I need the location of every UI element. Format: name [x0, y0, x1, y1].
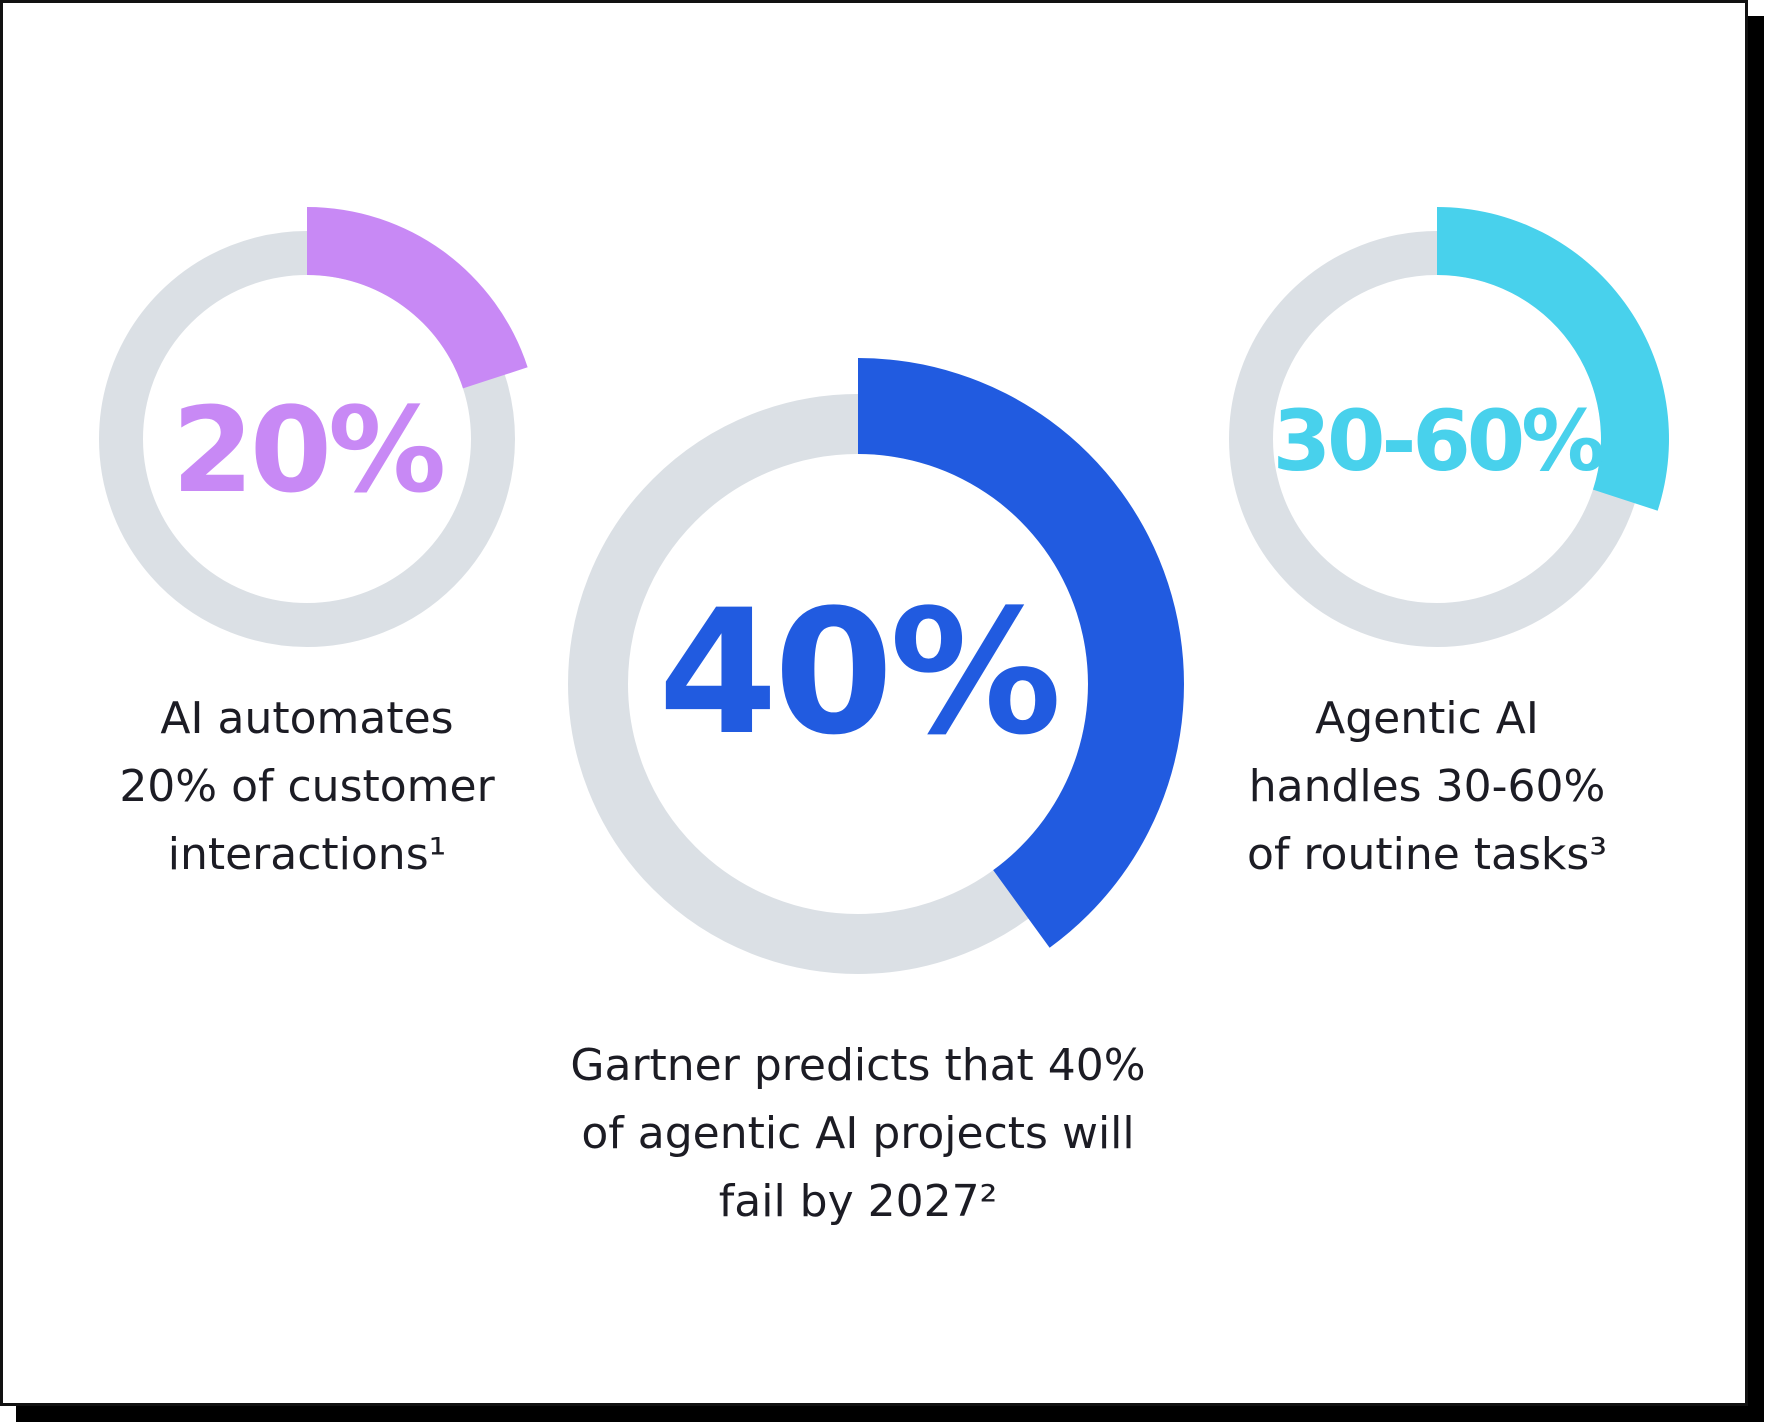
donut-segment — [1437, 207, 1670, 511]
caption-line: interactions¹ — [167, 829, 447, 880]
caption-ai-automates: AI automates 20% of customer interaction… — [57, 685, 557, 889]
donut-value-label: 40% — [658, 572, 1058, 773]
caption-line: Gartner predicts that 40% — [570, 1040, 1146, 1091]
caption-line: of routine tasks³ — [1247, 829, 1607, 880]
donut-value-label: 20% — [172, 381, 443, 519]
caption-line: fail by 2027² — [718, 1176, 998, 1227]
donut-gartner-predicts: 40% — [568, 358, 1185, 974]
donut-ai-automates: 20% — [99, 207, 528, 647]
donut-segment — [858, 358, 1185, 948]
donut-segment — [307, 207, 528, 389]
caption-agentic-ai: Agentic AI handles 30-60% of routine tas… — [1167, 685, 1687, 889]
caption-line: of agentic AI projects will — [581, 1108, 1135, 1159]
caption-line: handles 30-60% — [1248, 761, 1606, 812]
donut-agentic-ai: 30-60% — [1229, 207, 1670, 647]
caption-gartner-predicts: Gartner predicts that 40% of agentic AI … — [488, 1032, 1228, 1236]
caption-line: 20% of customer — [119, 761, 495, 812]
caption-line: Agentic AI — [1315, 693, 1539, 744]
caption-line: AI automates — [160, 693, 454, 744]
donut-value-label: 30-60% — [1273, 392, 1604, 490]
